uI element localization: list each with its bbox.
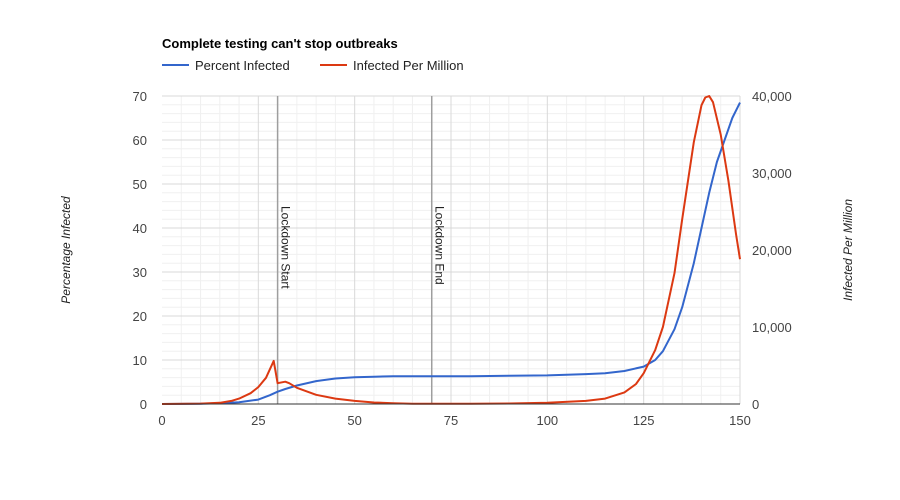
y-left-tick-label: 40 [133, 221, 147, 236]
annotation-label: Lockdown Start [279, 206, 293, 289]
y-axis-left-title: Percentage Infected [59, 196, 73, 304]
y-left-tick-label: 50 [133, 177, 147, 192]
x-tick-label: 75 [444, 413, 458, 428]
y-left-tick-label: 0 [140, 397, 147, 412]
x-tick-label: 125 [633, 413, 655, 428]
series-line-percent-infected [161, 102, 741, 405]
x-tick-label: 50 [347, 413, 361, 428]
x-tick-label: 0 [158, 413, 165, 428]
legend-label: Infected Per Million [353, 58, 464, 73]
legend-label: Percent Infected [195, 58, 290, 73]
y-right-tick-label: 40,000 [752, 89, 792, 104]
x-tick-label: 25 [251, 413, 265, 428]
y-left-tick-label: 30 [133, 265, 147, 280]
y-right-tick-label: 30,000 [752, 166, 792, 181]
y-right-tick-label: 20,000 [752, 243, 792, 258]
annotations: Lockdown Start Lockdown End [276, 96, 447, 404]
y-right-tick-label: 10,000 [752, 320, 792, 335]
y-left-tick-label: 60 [133, 133, 147, 148]
y-left-tick-label: 20 [133, 309, 147, 324]
annotation-label: Lockdown End [433, 206, 447, 285]
grid [162, 95, 741, 404]
legend: Percent Infected Infected Per Million [162, 58, 464, 73]
y-left-tick-label: 70 [133, 89, 147, 104]
x-tick-label: 100 [536, 413, 558, 428]
y-axis-right-title: Infected Per Million [841, 199, 855, 301]
axes: 0 25 50 75 100 125 150010203040506070010,00020… [133, 89, 792, 428]
y-right-tick-label: 0 [752, 397, 759, 412]
chart-title: Complete testing can't stop outbreaks [162, 36, 398, 51]
x-tick-label: 150 [729, 413, 751, 428]
y-left-tick-label: 10 [133, 353, 147, 368]
